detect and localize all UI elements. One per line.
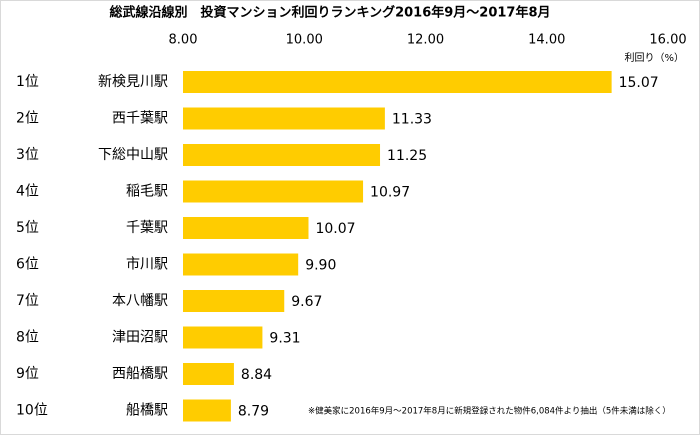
rank-label: 7位 <box>16 293 39 309</box>
bar <box>183 290 285 312</box>
category-label: 西船橋駅 <box>112 366 168 382</box>
rank-label: 1位 <box>16 74 39 90</box>
bar <box>183 326 263 349</box>
value-label: 10.97 <box>370 185 410 201</box>
value-label: 9.31 <box>269 331 300 347</box>
bar <box>183 363 234 385</box>
rank-label: 9位 <box>16 366 39 382</box>
value-label: 11.25 <box>387 148 427 164</box>
bar <box>183 144 381 166</box>
bar <box>183 217 309 239</box>
rank-label: 6位 <box>16 257 39 273</box>
x-tick-label: 10.00 <box>286 33 323 48</box>
value-label: 11.33 <box>392 112 432 128</box>
rank-label: 2位 <box>16 111 39 127</box>
value-label: 9.67 <box>291 294 322 310</box>
x-tick-label: 16.00 <box>649 33 686 48</box>
value-label: 8.79 <box>238 404 269 420</box>
chart-title: 総武線沿線別 投資マンション利回りランキング2016年9月～2017年8月 <box>109 5 550 21</box>
category-label: 下総中山駅 <box>98 147 168 163</box>
rank-label: 8位 <box>16 330 39 346</box>
category-label: 千葉駅 <box>126 220 168 236</box>
rank-label: 4位 <box>16 184 39 200</box>
category-label: 西千葉駅 <box>112 111 168 127</box>
footnote: ※健美家に2016年9月～2017年8月に新規登録された物件6,084件より抽出… <box>308 406 671 417</box>
bar <box>183 180 364 203</box>
category-label: 津田沼駅 <box>112 330 168 346</box>
rank-label: 3位 <box>16 147 39 163</box>
bar <box>183 107 385 130</box>
value-label: 10.07 <box>315 221 355 237</box>
rank-label: 10位 <box>16 403 48 419</box>
rank-label: 5位 <box>16 220 39 236</box>
category-label: 市川駅 <box>126 256 168 273</box>
value-label: 9.90 <box>305 258 336 274</box>
bar <box>183 253 299 276</box>
x-tick-label: 8.00 <box>169 33 198 48</box>
bar <box>183 399 231 422</box>
category-label: 稲毛駅 <box>126 184 168 200</box>
x-tick-label: 12.00 <box>407 33 444 48</box>
category-label: 新検見川駅 <box>98 74 168 90</box>
bar <box>183 71 612 93</box>
value-label: 15.07 <box>619 75 659 91</box>
value-label: 8.84 <box>241 367 272 383</box>
x-tick-label: 14.00 <box>528 33 565 48</box>
category-label: 船橋駅 <box>126 403 168 419</box>
category-label: 本八幡駅 <box>112 293 168 309</box>
axis-label: 利回り（%） <box>624 52 684 64</box>
